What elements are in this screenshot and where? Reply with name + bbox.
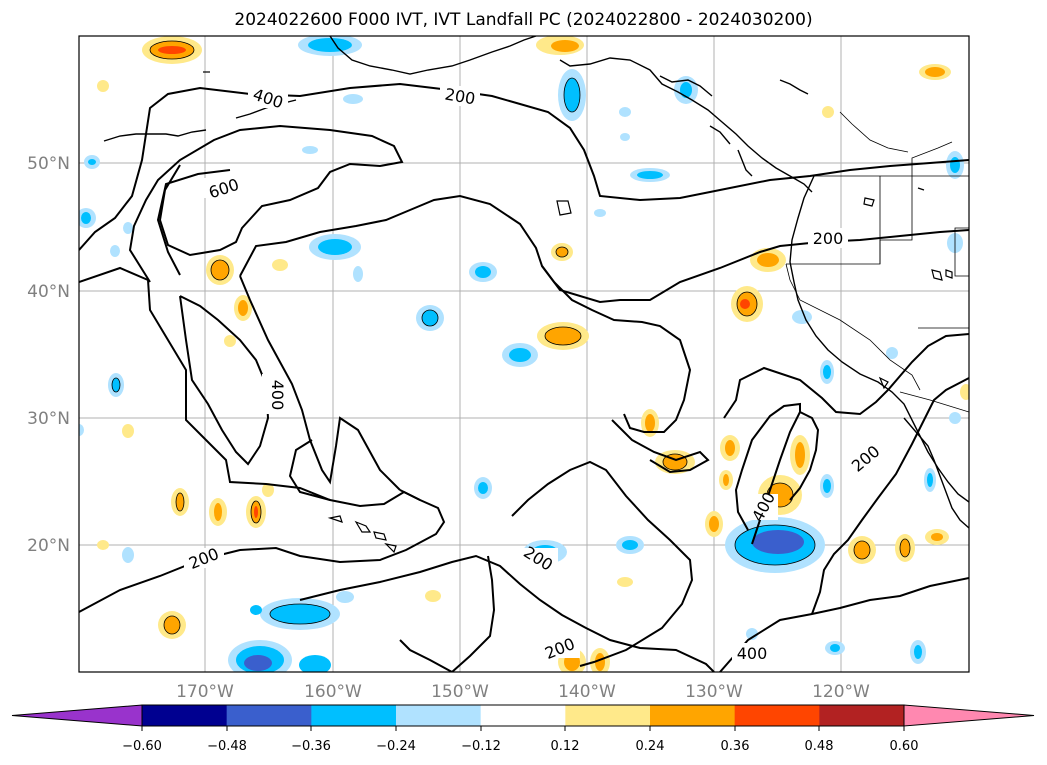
colorbar-tick-label: −0.36	[291, 739, 331, 754]
lon-tick-label: 150°W	[431, 682, 489, 702]
colorbar-extend-low	[12, 705, 142, 726]
colorbar-segment	[142, 705, 228, 726]
contour-label: 400	[737, 644, 768, 663]
plot-area: 400 200 600 200 400 200 200 200 400 200	[78, 35, 970, 673]
lon-tick-label: 160°W	[304, 682, 362, 702]
colorbar-segment	[734, 705, 820, 726]
colorbar-tick-label: 0.60	[890, 739, 919, 754]
lon-tick-label: 170°W	[176, 682, 234, 702]
colorbar-segment	[819, 705, 905, 726]
coastlines	[103, 36, 969, 529]
colorbar-tick-label: 0.36	[721, 739, 750, 754]
colorbar-segment	[396, 705, 482, 726]
lat-tick-label: 40°N	[27, 282, 70, 302]
colorbar-extend-high	[904, 705, 1034, 726]
colorbar-segments	[12, 705, 1034, 726]
colorbar-tick-label: 0.48	[805, 739, 834, 754]
ivt-contours	[79, 82, 969, 672]
colorbar-ticks	[141, 726, 905, 731]
islands	[203, 71, 953, 554]
colorbar-tick-label: −0.48	[207, 739, 247, 754]
contour-label: 200	[813, 229, 844, 248]
colorbar-segment	[311, 705, 397, 726]
plot-frame	[78, 35, 970, 673]
colorbar-segment	[565, 705, 651, 726]
lat-tick-label: 20°N	[27, 536, 70, 556]
lat-tick-label: 30°N	[27, 409, 70, 429]
colorbar-segment	[480, 705, 566, 726]
colorbar-tick-label: 0.24	[636, 739, 665, 754]
colorbar-tick-label: −0.24	[376, 739, 416, 754]
longitude-tick-labels: 170°W 160°W 150°W 140°W 130°W 120°W	[176, 682, 870, 702]
colorbar-outline	[141, 704, 905, 727]
lon-tick-label: 120°W	[812, 682, 870, 702]
negative-anomaly-patches	[79, 36, 964, 672]
latitude-tick-labels: 50°N 40°N 30°N 20°N	[27, 154, 70, 556]
positive-anomaly-patches	[97, 36, 969, 672]
state-borders	[785, 111, 969, 413]
lon-tick-label: 140°W	[558, 682, 616, 702]
colorbar-tick-label: −0.12	[461, 739, 501, 754]
colorbar-segment	[650, 705, 736, 726]
lat-tick-label: 50°N	[27, 154, 70, 174]
colorbar-tick-label: −0.60	[122, 739, 162, 754]
contour-labels: 400 200 600 200 400 200 200 200 400 200	[184, 84, 886, 663]
colorbar-tick-label: 0.12	[551, 739, 580, 754]
colorbar-tick-labels: −0.60 −0.48 −0.36 −0.24 −0.12 0.12 0.24 …	[122, 739, 918, 754]
colorbar: −0.60 −0.48 −0.36 −0.24 −0.12 0.12 0.24 …	[11, 704, 1035, 754]
contour-label: 400	[268, 380, 287, 411]
colorbar-segment	[226, 705, 312, 726]
map-title: 2024022600 F000 IVT, IVT Landfall PC (20…	[234, 10, 813, 30]
lon-tick-label: 130°W	[685, 682, 743, 702]
